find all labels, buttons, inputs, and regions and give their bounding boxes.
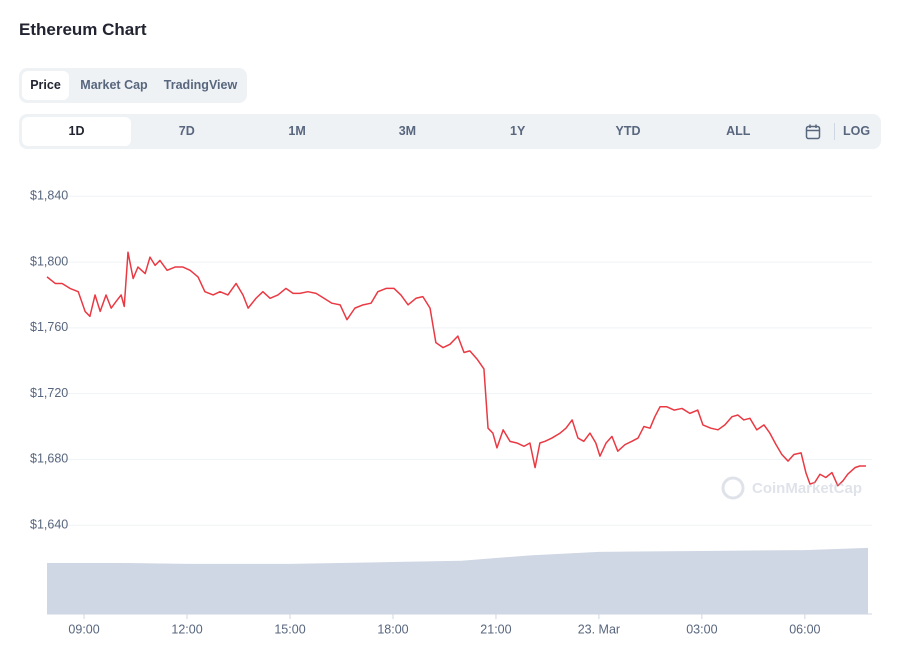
range-button[interactable]: ALL [726, 124, 751, 138]
price-line [46, 251, 866, 487]
x-tick-label: 23. Mar [578, 622, 620, 636]
x-tick-label: 06:00 [789, 622, 820, 636]
range-button[interactable]: 7D [178, 124, 195, 138]
y-tick-label: $1,640 [30, 517, 68, 531]
tab[interactable]: Price [22, 71, 69, 100]
watermark-text: CoinMarketCap [752, 480, 862, 497]
range-button[interactable]: 3M [398, 124, 417, 138]
x-tick-label: 12:00 [171, 622, 202, 636]
tab-group: Price Market Cap TradingView [19, 68, 247, 103]
page-title: Ethereum Chart [19, 20, 147, 39]
x-tick-label: 09:00 [68, 622, 99, 636]
x-tick-label: 18:00 [377, 622, 408, 636]
range-button[interactable]: 1D [22, 117, 131, 146]
range-button[interactable]: 1Y [510, 124, 526, 138]
range-bar: LOG 1D 7D 1M 3M 1Y YTD ALL [19, 114, 881, 149]
y-tick-label: $1,800 [30, 254, 68, 268]
y-tick-label: $1,680 [30, 452, 68, 466]
x-tick-label: 21:00 [480, 622, 511, 636]
tab[interactable]: TradingView [163, 78, 238, 92]
divider [834, 123, 835, 140]
x-tick-label: 15:00 [274, 622, 305, 636]
y-tick-label: $1,720 [30, 386, 68, 400]
tab[interactable]: Market Cap [80, 78, 148, 92]
volume-area [47, 547, 868, 614]
log-toggle[interactable]: LOG [843, 124, 871, 138]
range-button[interactable]: YTD [615, 124, 641, 138]
x-tick-label: 03:00 [686, 622, 717, 636]
calendar-icon[interactable] [805, 124, 821, 140]
y-tick-label: $1,760 [30, 320, 68, 334]
watermark: CoinMarketCap [721, 476, 862, 500]
range-button[interactable]: 1M [288, 124, 306, 138]
y-tick-label: $1,840 [30, 189, 68, 203]
